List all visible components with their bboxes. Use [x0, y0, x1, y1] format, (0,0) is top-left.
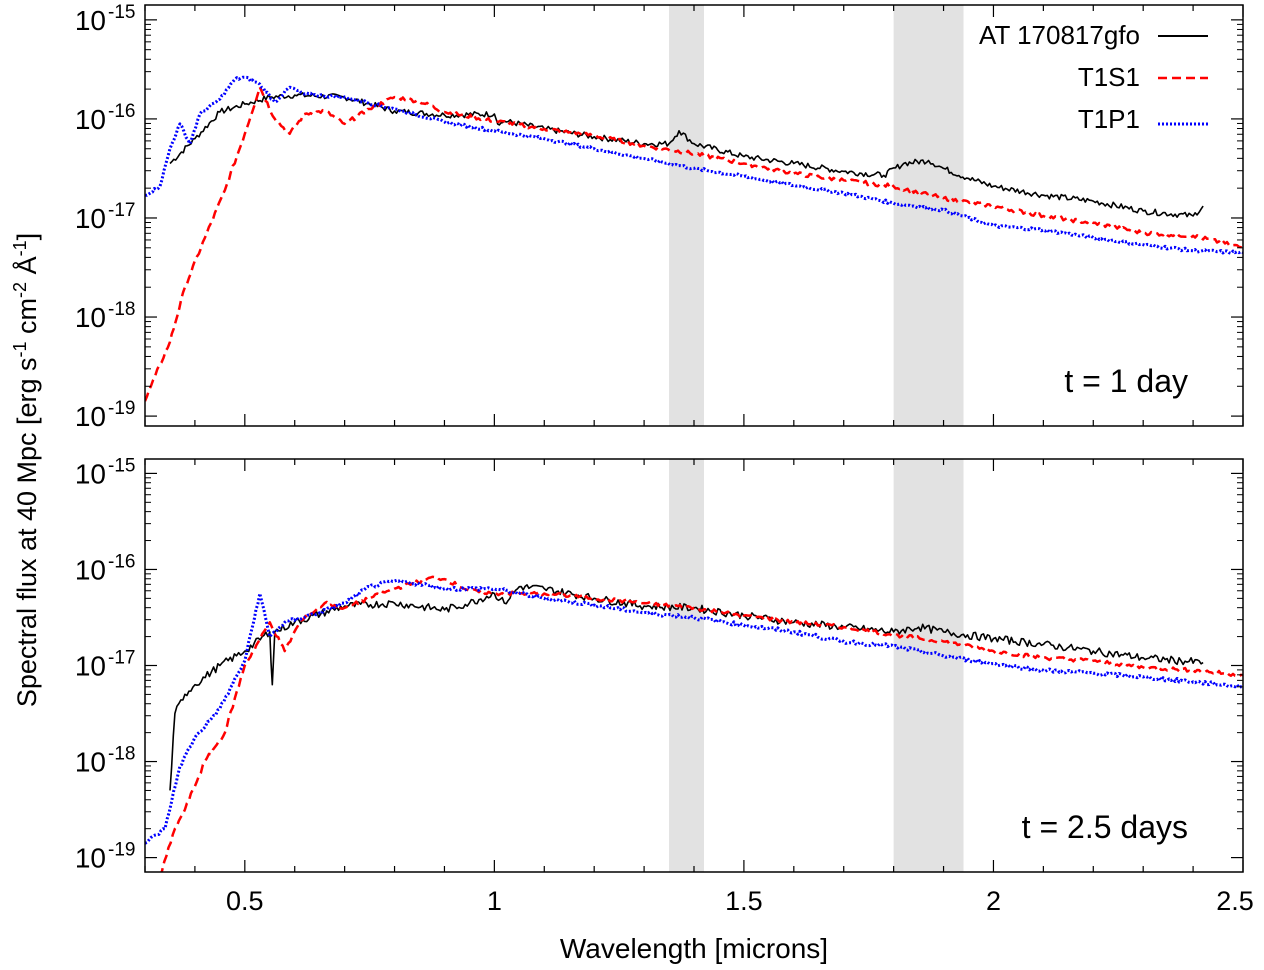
y-tick-label: 10 -19: [75, 840, 136, 874]
plot-frame-top: [144, 4, 1244, 427]
annotation-top: t = 1 day: [1064, 363, 1188, 399]
plot-frame-bottom: [144, 458, 1244, 873]
legend-label-observed: AT 170817gfo: [979, 20, 1140, 50]
legend: AT 170817gfo T1S1 T1P1: [979, 20, 1208, 134]
y-ticks-top: 10-19 10-18 10-17 10-16 10-15: [75, 2, 1243, 432]
y-label-part-2: cm: [12, 298, 42, 342]
x-ticks-bottom: 0.5 1 1.5 2 2.5: [144, 459, 1254, 916]
y-label-exp-2: -2: [10, 282, 30, 298]
y-ticks-bottom: 10-19 10-18 10-17 10-16 10-15: [75, 455, 1243, 874]
y-tick-label: 10 -16: [75, 101, 136, 135]
y-label-part-3: Å: [11, 256, 42, 282]
y-tick-label: 10 -19: [75, 398, 136, 432]
y-tick-label: 10 -16: [75, 551, 136, 585]
t1s1-model-bottom: [160, 575, 1243, 872]
y-axis-label: Spectral flux at 40 Mpc [erg s-1 cm-2 Å-…: [10, 233, 42, 707]
y-label-exp-1: -1: [10, 341, 30, 357]
top-panel: 10-19 10-18 10-17 10-16 10-15 AT 170817gfo T…: [75, 2, 1244, 432]
x-axis-label: Wavelength [microns]: [560, 933, 828, 964]
t1s1-model-top: [145, 85, 1243, 402]
x-tick-label: 0.5: [226, 886, 264, 916]
y-tick-label: 10 -18: [75, 744, 136, 778]
shaded-bands-top: [669, 5, 964, 426]
y-tick-label: 10 -15: [75, 455, 136, 489]
shaded-bands-bottom: [669, 459, 964, 872]
x-tick-label: 1: [487, 886, 502, 916]
y-label-exp-3: -1: [10, 240, 30, 256]
x-tick-label: 2: [986, 886, 1001, 916]
y-tick-label: 10 -17: [75, 200, 136, 234]
y-label-part-4: ]: [12, 233, 42, 241]
series-top: [145, 75, 1243, 402]
shaded-band: [669, 459, 704, 872]
annotation-bottom: t = 2.5 days: [1022, 809, 1188, 845]
bottom-panel: 10-19 10-18 10-17 10-16 10-15 0.5 1 1.5 2 2.5 t …: [75, 455, 1254, 916]
shaded-band: [669, 5, 704, 426]
y-label-part-1: Spectral flux at 40 Mpc [erg s: [12, 357, 42, 707]
legend-label-t1p1: T1P1: [1078, 104, 1140, 134]
x-tick-label: 1.5: [725, 886, 763, 916]
x-tick-label: 2.5: [1216, 886, 1254, 916]
y-tick-label: 10 -18: [75, 299, 136, 333]
y-tick-label: 10 -15: [75, 2, 136, 36]
shaded-band: [893, 459, 964, 872]
series-bottom: [145, 575, 1243, 872]
legend-label-t1s1: T1S1: [1078, 62, 1140, 92]
shaded-band: [893, 5, 964, 426]
y-tick-label: 10 -17: [75, 648, 136, 682]
